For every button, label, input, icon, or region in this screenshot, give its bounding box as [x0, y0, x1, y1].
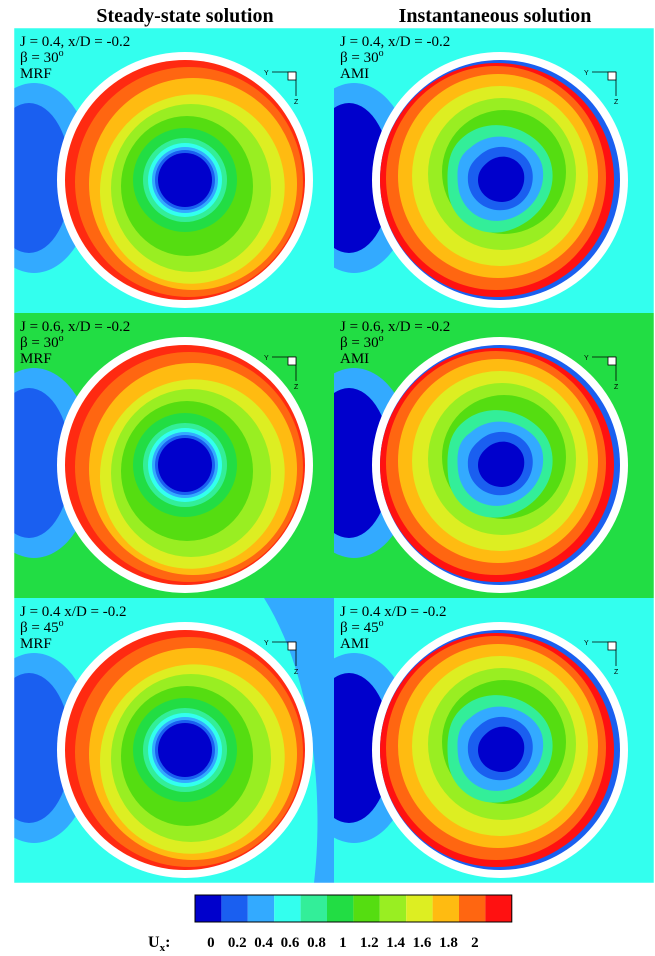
method-label: AMI — [340, 351, 369, 367]
beta-label: β = 30o — [20, 48, 64, 66]
triad-y: Y — [264, 640, 269, 647]
propeller-disk — [372, 622, 628, 878]
colorbar-swatch — [353, 895, 379, 922]
beta-degree: o — [59, 48, 64, 59]
column-header: Steady-state solution — [96, 5, 273, 27]
colorbar-swatch — [380, 895, 406, 922]
beta-value: β = 30 — [340, 335, 379, 351]
colorbar-tick-label: 1.4 — [386, 935, 405, 951]
beta-label: β = 45o — [340, 618, 384, 636]
colorbar-swatch — [459, 895, 485, 922]
colorbar-swatch — [406, 895, 432, 922]
beta-value: β = 30 — [340, 50, 379, 66]
triad-z: Z — [294, 669, 299, 676]
column-header: Instantaneous solution — [399, 5, 592, 27]
colorbar-tick-label: 1 — [339, 935, 347, 951]
beta-label: β = 30o — [340, 333, 384, 351]
beta-degree: o — [59, 618, 64, 629]
colorbar-swatch — [221, 895, 247, 922]
colorbar-tick-label: 1.8 — [439, 935, 458, 951]
beta-label: β = 30o — [340, 48, 384, 66]
method-label: MRF — [20, 66, 52, 82]
case-label: J = 0.4 x/D = -0.2 — [340, 604, 447, 620]
colorbar-tick-label: 0.6 — [281, 935, 300, 951]
triad-z: Z — [614, 384, 619, 391]
triad-y: Y — [584, 640, 589, 647]
beta-value: β = 45 — [340, 620, 379, 636]
case-label: J = 0.4 x/D = -0.2 — [20, 604, 127, 620]
colorbar-symbol: U — [148, 934, 160, 951]
method-label: MRF — [20, 636, 52, 652]
colorbar-tick-label: 0.8 — [307, 935, 326, 951]
case-label: J = 0.4, x/D = -0.2 — [340, 34, 450, 50]
triad-y: Y — [264, 355, 269, 362]
beta-degree: o — [379, 333, 384, 344]
triad-y: Y — [264, 70, 269, 77]
triad-z: Z — [294, 384, 299, 391]
beta-value: β = 30 — [20, 50, 59, 66]
colorbar-swatch — [274, 895, 300, 922]
colorbar-swatch — [248, 895, 274, 922]
propeller-disk — [372, 337, 628, 593]
colorbar-tick-label: 0 — [207, 935, 215, 951]
beta-value: β = 30 — [20, 335, 59, 351]
beta-degree: o — [379, 618, 384, 629]
case-label: J = 0.6, x/D = -0.2 — [20, 319, 130, 335]
case-label: J = 0.4, x/D = -0.2 — [20, 34, 130, 50]
propeller-disk — [372, 52, 628, 308]
colorbar-tick-label: 1.2 — [360, 935, 379, 951]
propeller-disk — [57, 52, 313, 310]
triad-z: Z — [614, 99, 619, 106]
colorbar-tick-label: 0.2 — [228, 935, 247, 951]
colorbar-swatch — [301, 895, 327, 922]
triad-y: Y — [584, 355, 589, 362]
colorbar-label: Ux: — [148, 934, 170, 954]
method-label: MRF — [20, 351, 52, 367]
triad-z: Z — [614, 669, 619, 676]
colorbar-swatch — [327, 895, 353, 922]
method-label: AMI — [340, 66, 369, 82]
beta-label: β = 45o — [20, 618, 64, 636]
beta-value: β = 45 — [20, 620, 59, 636]
triad-z: Z — [294, 99, 299, 106]
figure: Steady-state solution Instantaneous solu… — [0, 0, 655, 956]
colorbar-tick-label: 0.4 — [254, 935, 273, 951]
propeller-disk — [57, 337, 313, 595]
colorbar: 0 0.2 0.4 0.6 0.8 1 1.2 1.4 1.6 1.8 2 — [195, 895, 512, 951]
colorbar-swatch — [485, 895, 511, 922]
beta-degree: o — [59, 333, 64, 344]
colorbar-tick-label: 2 — [471, 935, 479, 951]
colorbar-tick-label: 1.6 — [413, 935, 432, 951]
colorbar-swatch — [433, 895, 459, 922]
beta-degree: o — [379, 48, 384, 59]
colorbar-suffix: : — [165, 934, 170, 951]
propeller-disk — [57, 622, 313, 880]
case-label: J = 0.6, x/D = -0.2 — [340, 319, 450, 335]
colorbar-swatch — [195, 895, 221, 922]
triad-y: Y — [584, 70, 589, 77]
beta-label: β = 30o — [20, 333, 64, 351]
method-label: AMI — [340, 636, 369, 652]
